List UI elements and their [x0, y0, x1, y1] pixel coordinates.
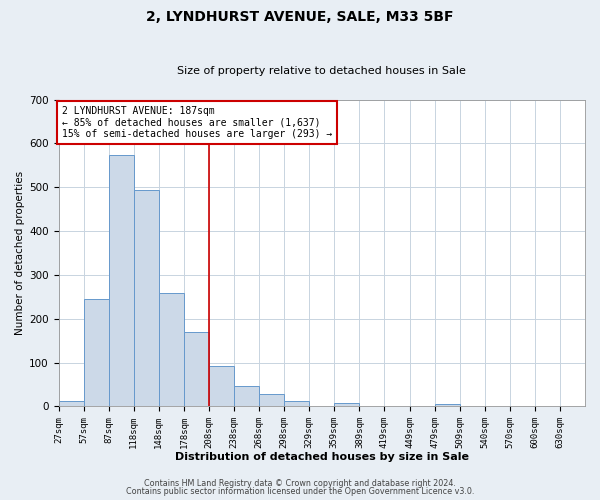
- Bar: [334, 403, 359, 406]
- Bar: [259, 394, 284, 406]
- Bar: [134, 190, 159, 406]
- Bar: [209, 366, 234, 406]
- Bar: [184, 332, 209, 406]
- Text: 2, LYNDHURST AVENUE, SALE, M33 5BF: 2, LYNDHURST AVENUE, SALE, M33 5BF: [146, 10, 454, 24]
- Text: Contains HM Land Registry data © Crown copyright and database right 2024.: Contains HM Land Registry data © Crown c…: [144, 478, 456, 488]
- X-axis label: Distribution of detached houses by size in Sale: Distribution of detached houses by size …: [175, 452, 469, 462]
- Title: Size of property relative to detached houses in Sale: Size of property relative to detached ho…: [178, 66, 466, 76]
- Y-axis label: Number of detached properties: Number of detached properties: [15, 171, 25, 335]
- Bar: [234, 386, 259, 406]
- Bar: [59, 401, 83, 406]
- Bar: [83, 299, 109, 406]
- Bar: [284, 400, 309, 406]
- Text: Contains public sector information licensed under the Open Government Licence v3: Contains public sector information licen…: [126, 487, 474, 496]
- Bar: [434, 404, 460, 406]
- Bar: [109, 155, 134, 406]
- Text: 2 LYNDHURST AVENUE: 187sqm
← 85% of detached houses are smaller (1,637)
15% of s: 2 LYNDHURST AVENUE: 187sqm ← 85% of deta…: [62, 106, 332, 140]
- Bar: [159, 294, 184, 406]
